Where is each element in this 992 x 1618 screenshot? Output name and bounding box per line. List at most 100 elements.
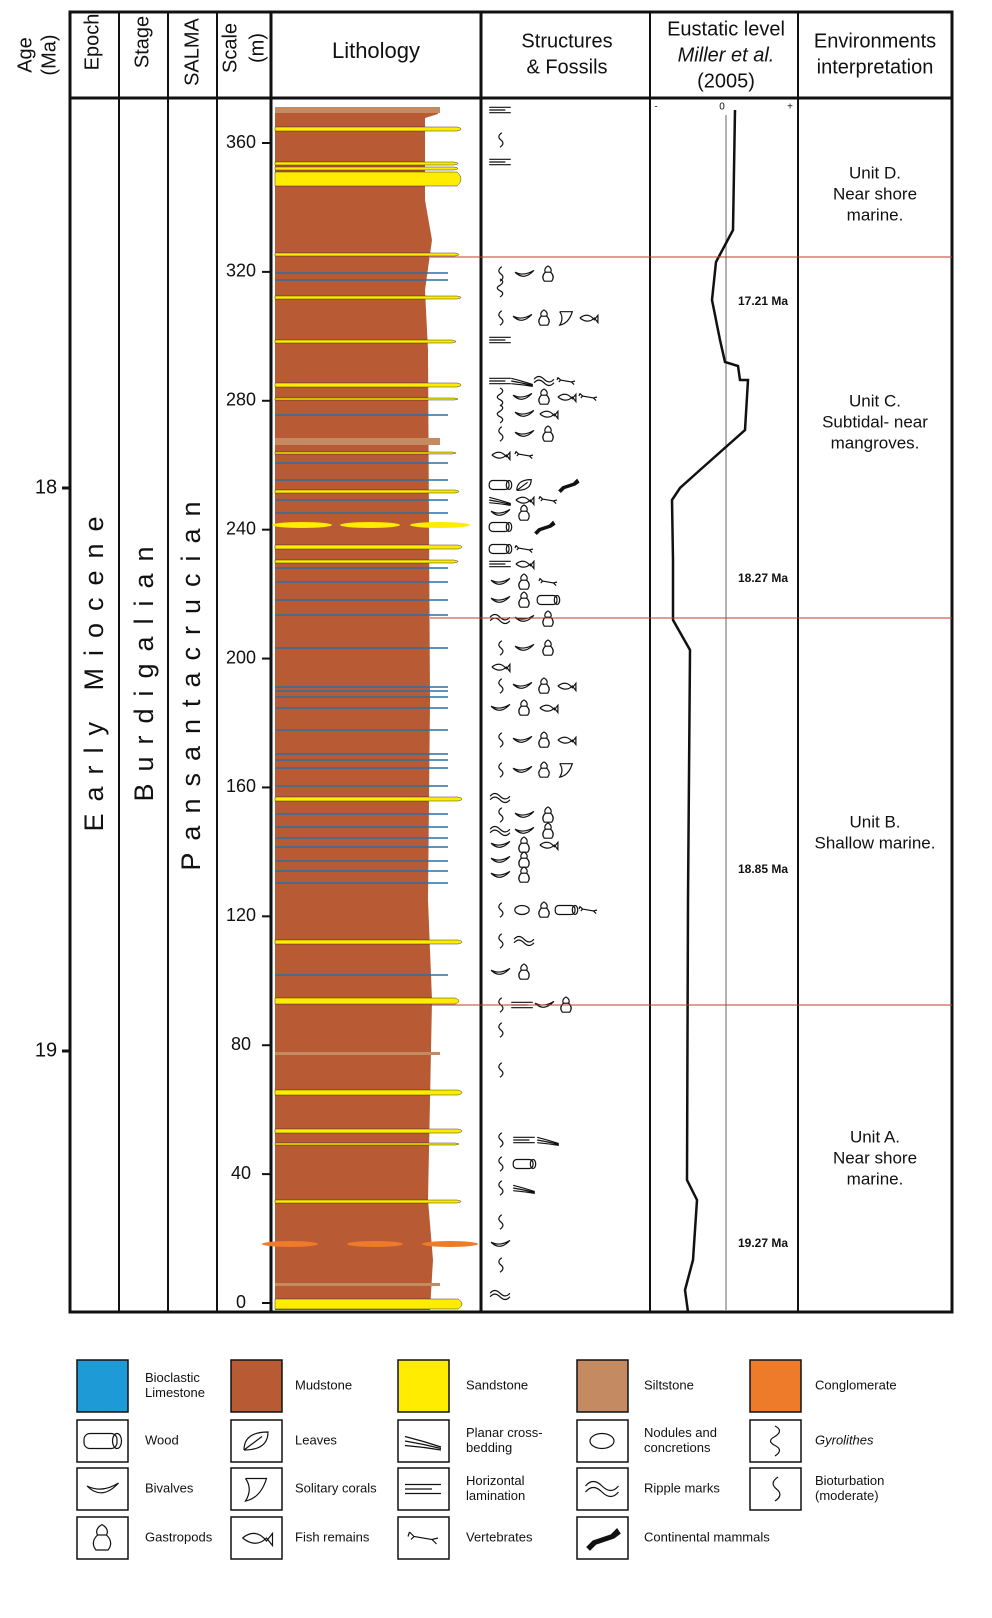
stage-name: Burdigalian (129, 534, 159, 801)
legend-label: Wood (145, 1432, 179, 1447)
fossil-symbol (490, 577, 511, 585)
legend-swatch (76, 1359, 129, 1413)
sandstone-bed (274, 161, 459, 166)
fossil-symbol (538, 495, 558, 505)
unit-label: Near shore (833, 184, 917, 203)
symbol-stroke (514, 450, 534, 460)
symbol-stroke (539, 840, 559, 852)
fossil-symbol (512, 313, 533, 321)
symbol-stroke (489, 1289, 511, 1301)
symbol-stroke (407, 1531, 439, 1545)
symbol-stroke (542, 806, 554, 823)
fossil-symbol (498, 1180, 504, 1196)
symbol-stroke (514, 409, 535, 417)
fossil-symbol (243, 1431, 269, 1451)
fossil-symbol (489, 336, 511, 344)
symbol-stroke (512, 313, 533, 321)
eustatic-age: 17.21 Ma (738, 294, 788, 308)
sandstone-bed (274, 166, 459, 171)
eustatic-curve (670, 109, 750, 1313)
symbol-stroke (518, 699, 530, 716)
header-label: Epoch (81, 14, 103, 71)
symbol-stroke (513, 1136, 535, 1144)
fossil-symbol (514, 429, 535, 437)
symbol-stroke (514, 643, 535, 651)
fossil-symbol (534, 520, 556, 536)
fossil-symbol (557, 681, 577, 693)
symbol-stroke (518, 836, 530, 853)
fossil-symbol (513, 1136, 535, 1144)
symbol-stroke (538, 761, 550, 778)
legend-swatch (76, 1419, 129, 1463)
symbol-stroke (498, 807, 504, 823)
legend-swatch (749, 1359, 802, 1413)
wood-end (529, 1158, 537, 1170)
symbol-stroke (769, 1425, 781, 1457)
fossil-symbol (558, 763, 574, 779)
legend-label: Leaves (295, 1432, 337, 1447)
header-label: (2005) (697, 70, 755, 92)
symbol-stroke (513, 1184, 535, 1194)
fossil-symbol (538, 761, 550, 778)
fossil-symbol (489, 792, 511, 804)
fossil-symbol (488, 543, 513, 555)
legend-swatch (230, 1516, 283, 1560)
unit-label: marine. (847, 205, 904, 224)
legend-label: lamination (466, 1488, 525, 1503)
header-label: Age (14, 37, 36, 73)
symbol-stroke (514, 810, 535, 818)
symbol-stroke (538, 388, 550, 405)
fossil-symbol (589, 1432, 615, 1450)
unit-label: Unit C. (849, 391, 901, 410)
sandstone-bed (274, 252, 460, 257)
fossil-symbol (538, 309, 550, 326)
sandstone-bed (274, 295, 462, 300)
fossil-symbol (557, 392, 577, 404)
symbol-stroke (489, 496, 511, 506)
symbol-stroke (498, 132, 504, 148)
epoch-name: Early Miocene (79, 504, 109, 831)
eustatic-age: 18.27 Ma (738, 571, 788, 585)
unit-label: marine. (847, 1169, 904, 1188)
symbol-stroke (537, 1136, 559, 1146)
scale-tick-label: 40 (231, 1163, 251, 1183)
fossil-symbol (558, 311, 574, 327)
fossil-symbol (511, 377, 533, 387)
header-label: Lithology (332, 38, 420, 63)
symbol-stroke (557, 735, 577, 747)
symbol-stroke (512, 392, 533, 400)
fossil-symbol (498, 426, 504, 442)
sandstone-bed (274, 126, 462, 132)
symbol-stroke (511, 377, 533, 387)
symbol-stroke (498, 310, 504, 326)
header-label: Miller et al. (678, 44, 775, 66)
fossil-symbol (554, 904, 579, 916)
fossil-symbol (538, 388, 550, 405)
symbol-stroke (518, 963, 530, 980)
fossil-symbol (516, 478, 532, 491)
sandstone-bed (274, 997, 460, 1005)
fossil-symbol (560, 996, 572, 1013)
fossil-symbol (514, 544, 534, 554)
fossil-symbol (539, 409, 559, 421)
wood-end (571, 904, 579, 916)
legend-swatch (576, 1359, 629, 1413)
legend-label: Sandstone (466, 1377, 528, 1392)
fossil-symbol (515, 495, 535, 507)
scale-tick-label: 0 (236, 1292, 246, 1312)
fossil-symbol (539, 703, 559, 715)
symbol-stroke (489, 336, 511, 344)
symbol-stroke (489, 158, 511, 166)
fossil-symbol (542, 639, 554, 656)
symbol-stroke (86, 1482, 119, 1494)
unit-label: Unit D. (849, 163, 901, 182)
fossil-symbol (491, 662, 511, 674)
fossil-symbol (496, 404, 504, 424)
symbol-stroke (518, 591, 530, 608)
fossil-symbol (513, 1184, 535, 1194)
fossil-symbol (489, 496, 511, 506)
symbol-stroke (538, 309, 550, 326)
fossil-symbol (542, 822, 554, 839)
symbol-stroke (498, 1022, 504, 1038)
